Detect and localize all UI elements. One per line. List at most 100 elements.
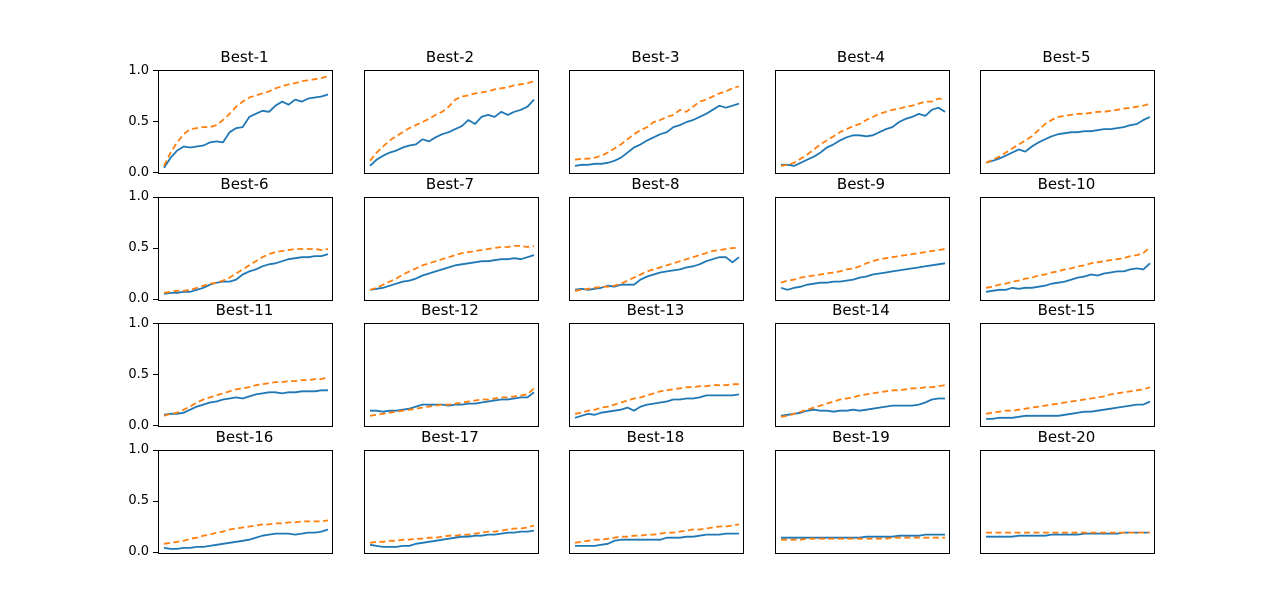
solid-blue-series-best-19 bbox=[780, 533, 945, 539]
subplot-title-best-18: Best-18 bbox=[626, 427, 685, 446]
plot-area-best-15 bbox=[985, 386, 1151, 420]
y-tick-mark bbox=[153, 70, 158, 71]
subplot-title-best-13: Best-13 bbox=[626, 301, 685, 319]
plot-area-best-13 bbox=[574, 383, 740, 419]
subplot-title-best-16: Best-16 bbox=[215, 427, 274, 446]
subplot-title-best-8: Best-8 bbox=[631, 174, 680, 193]
dashed-orange-series-best-6 bbox=[163, 247, 329, 294]
solid-blue-series-best-17 bbox=[369, 529, 534, 548]
subplot-best-2 bbox=[363, 70, 539, 174]
y-tick-mark bbox=[153, 425, 158, 426]
y-tick-mark bbox=[153, 247, 158, 249]
y-tick-label-0.5: 0.5 bbox=[128, 366, 149, 382]
solid-blue-series-best-18 bbox=[575, 532, 739, 547]
y-tick-mark bbox=[153, 172, 158, 173]
dashed-orange-series-best-7 bbox=[369, 244, 534, 291]
solid-blue-series-best-4 bbox=[780, 106, 945, 167]
plot-area-best-3 bbox=[574, 85, 740, 167]
dashed-orange-series-best-15 bbox=[985, 386, 1151, 415]
plot-area-best-6 bbox=[163, 247, 329, 295]
y-tick-label-1.0: 1.0 bbox=[128, 442, 149, 457]
subplot-title-best-4: Best-4 bbox=[836, 48, 886, 66]
subplot-best-3 bbox=[569, 70, 744, 174]
subplot-best-4 bbox=[774, 70, 950, 174]
plot-area-best-4 bbox=[780, 97, 945, 167]
subplot-title-best-1: Best-1 bbox=[220, 48, 269, 66]
subplot-title-best-14: Best-14 bbox=[832, 301, 890, 319]
solid-blue-series-best-5 bbox=[985, 116, 1151, 164]
y-tick-label-1.0: 1.0 bbox=[128, 315, 149, 331]
subplot-title-best-11: Best-11 bbox=[215, 301, 274, 319]
dashed-orange-series-best-19 bbox=[780, 536, 945, 541]
dashed-orange-series-best-11 bbox=[163, 376, 329, 417]
y-tick-label-0.5: 0.5 bbox=[128, 240, 149, 255]
solid-blue-series-best-9 bbox=[780, 261, 945, 291]
subplot-best-19 bbox=[774, 449, 950, 554]
subplot-best-12 bbox=[363, 323, 539, 427]
y-tick-label-0.0: 0.0 bbox=[128, 544, 149, 559]
dashed-orange-series-best-8 bbox=[574, 246, 739, 292]
y-tick-label-0.0: 0.0 bbox=[128, 417, 149, 433]
plot-area-best-8 bbox=[574, 246, 740, 292]
y-tick-mark bbox=[153, 449, 158, 451]
dashed-orange-series-best-10 bbox=[985, 245, 1151, 289]
solid-blue-series-best-2 bbox=[368, 98, 535, 167]
y-tick-label-0.0: 0.0 bbox=[128, 164, 149, 180]
subplot-best-7 bbox=[363, 196, 539, 301]
dashed-orange-series-best-3 bbox=[574, 85, 740, 161]
y-tick-mark bbox=[153, 196, 158, 198]
plot-area-best-1 bbox=[163, 75, 329, 169]
solid-blue-series-best-11 bbox=[163, 389, 328, 416]
y-tick-label-1.0: 1.0 bbox=[128, 62, 149, 78]
subplot-title-best-3: Best-3 bbox=[631, 48, 680, 66]
y-tick-mark bbox=[153, 298, 158, 300]
plot-area-best-7 bbox=[369, 244, 534, 291]
subplot-title-best-6: Best-6 bbox=[220, 174, 269, 193]
plot-area-best-5 bbox=[985, 102, 1151, 164]
plot-area-best-18 bbox=[574, 523, 740, 547]
subplot-best-20 bbox=[980, 449, 1155, 554]
plot-area-best-11 bbox=[163, 376, 329, 417]
subplot-best-15 bbox=[980, 323, 1155, 427]
plot-area-best-14 bbox=[780, 384, 945, 418]
solid-blue-series-best-13 bbox=[574, 393, 740, 419]
subplot-title-best-5: Best-5 bbox=[1042, 48, 1091, 66]
y-tick-mark bbox=[153, 551, 158, 553]
subplot-title-best-20: Best-20 bbox=[1037, 427, 1096, 446]
y-tick-mark bbox=[153, 374, 158, 375]
subplot-best-11 bbox=[158, 323, 333, 427]
subplot-title-best-2: Best-2 bbox=[425, 48, 475, 66]
subplot-title-best-19: Best-19 bbox=[832, 427, 890, 446]
plot-area-best-17 bbox=[369, 524, 534, 548]
y-tick-mark bbox=[153, 121, 158, 122]
dashed-orange-series-best-5 bbox=[985, 102, 1151, 164]
dashed-orange-series-best-2 bbox=[368, 80, 534, 162]
solid-blue-series-best-6 bbox=[163, 252, 329, 295]
solid-blue-series-best-14 bbox=[780, 397, 945, 417]
y-tick-label-0.5: 0.5 bbox=[128, 493, 149, 508]
subplot-best-9 bbox=[774, 196, 950, 301]
dashed-orange-series-best-13 bbox=[574, 383, 739, 415]
y-tick-label-0.5: 0.5 bbox=[128, 113, 149, 129]
subplot-best-18 bbox=[569, 449, 744, 554]
subplot-best-1 bbox=[158, 70, 333, 174]
subplot-best-14 bbox=[774, 323, 950, 427]
plot-area-best-2 bbox=[368, 80, 535, 167]
plot-area-best-19 bbox=[780, 533, 945, 541]
subplot-best-10 bbox=[980, 196, 1155, 301]
y-tick-label-0.0: 0.0 bbox=[128, 291, 149, 306]
solid-blue-series-best-1 bbox=[163, 93, 329, 169]
solid-blue-series-best-16 bbox=[163, 528, 329, 550]
plot-area-best-12 bbox=[369, 387, 535, 417]
subplot-best-5 bbox=[980, 70, 1155, 174]
subplot-best-13 bbox=[569, 323, 744, 427]
subplot-title-best-7: Best-7 bbox=[425, 174, 475, 193]
subplot-title-best-10: Best-10 bbox=[1037, 174, 1096, 193]
subplot-title-best-9: Best-9 bbox=[836, 174, 886, 193]
dashed-orange-series-best-18 bbox=[574, 523, 740, 544]
plot-area-best-9 bbox=[780, 247, 945, 291]
subplot-best-16 bbox=[158, 449, 333, 554]
dashed-orange-series-best-12 bbox=[369, 387, 535, 417]
solid-blue-series-best-8 bbox=[574, 255, 740, 291]
